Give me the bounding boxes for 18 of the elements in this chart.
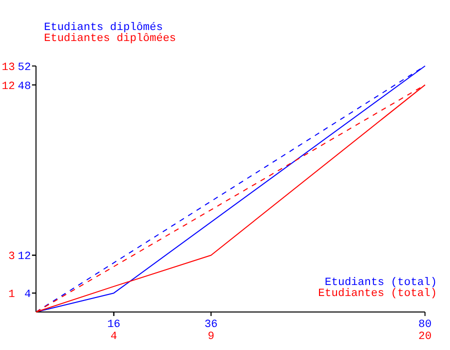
y-tick-label: 1: [8, 288, 16, 301]
y-axis-title: Etudiants diplômés: [44, 22, 163, 34]
x-axis-title: Etudiants (total): [324, 277, 437, 289]
x-tick-label: 9: [208, 331, 214, 343]
x-axis-title: Etudiantes (total): [318, 288, 437, 300]
x-tick-label: 20: [418, 331, 432, 343]
y-tick-label: 12: [18, 251, 31, 264]
y-axis-title: Etudiantes diplômées: [44, 33, 176, 45]
y-tick-label: 52: [18, 62, 31, 74]
y-tick-label: 13: [2, 62, 15, 74]
x-tick-label: 80: [418, 319, 432, 331]
y-tick-label: 12: [2, 80, 15, 93]
x-tick-label: 16: [107, 319, 120, 331]
y-tick-label: 4: [24, 288, 32, 301]
x-tick-label: 36: [204, 319, 218, 331]
x-tick-label: 4: [110, 331, 118, 343]
y-tick-label: 48: [18, 80, 31, 93]
y-tick-label: 3: [8, 251, 15, 264]
